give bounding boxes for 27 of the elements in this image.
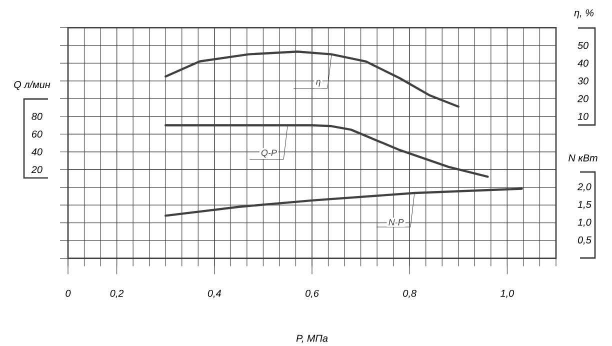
text: N-P — [388, 218, 404, 226]
text: Q-P — [261, 149, 277, 158]
y-tick-label: 80 — [32, 112, 42, 120]
line-series — [164, 50, 460, 108]
y3-tick-label: 1,5 — [578, 200, 592, 209]
x-tick-label: 0,4 — [208, 290, 221, 298]
x-tick-label: 0,2 — [110, 290, 124, 298]
y-tick-label: 60 — [32, 130, 42, 138]
x-axis-title: P, МПа — [296, 334, 328, 343]
y3-tick-label: 1,0 — [578, 218, 592, 227]
y-tick-label: 20 — [31, 166, 42, 173]
x-tick-label: 0,6 — [306, 290, 319, 298]
x-tick-label: 0 — [66, 290, 71, 297]
y3-tick-label: 2,0 — [577, 183, 592, 192]
y2-tick-label: 10 — [578, 112, 589, 120]
y2-axis-title: η, % — [574, 9, 594, 18]
y2-tick-label: 40 — [578, 59, 589, 67]
y3-tick-label: 0,5 — [578, 236, 592, 245]
y3-axis-title: N кВт — [568, 154, 598, 162]
y-tick-label: 40 — [31, 148, 42, 156]
x-tick-label: 1,0 — [500, 290, 514, 298]
y2-tick-label: 30 — [578, 77, 589, 84]
y2-tick-label: 50 — [578, 42, 589, 49]
text: η — [316, 80, 320, 86]
x-tick-label: 0,8 — [403, 290, 416, 298]
y-axis-title: Q л/мин — [14, 80, 50, 90]
y2-tick-label: 20 — [577, 94, 589, 102]
